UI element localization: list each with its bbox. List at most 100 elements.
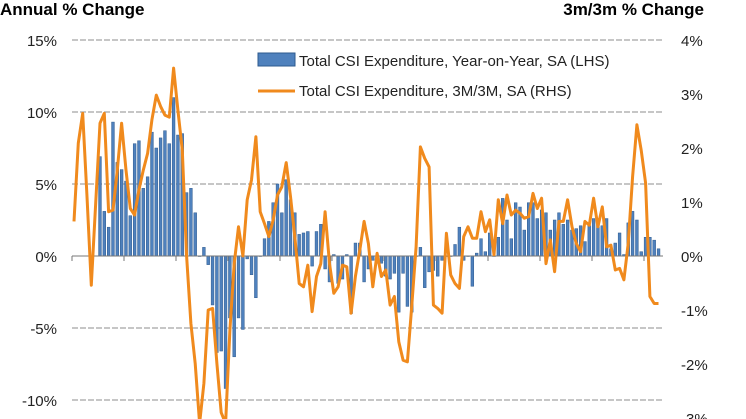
bar [397, 255, 401, 313]
bar [202, 247, 206, 257]
right-tick-label: -3% [681, 411, 708, 419]
bar [501, 198, 505, 257]
bar [613, 242, 617, 257]
bar [284, 179, 288, 257]
bar [119, 169, 124, 257]
bar [171, 97, 176, 257]
bar [132, 143, 137, 257]
right-axis: 4% 3% 2% 1% 0% -1% -2% -3% [681, 33, 708, 419]
bar [639, 251, 643, 257]
bar [388, 255, 392, 280]
legend-label-line: Total CSI Expenditure, 3M/3M, SA (RHS) [299, 83, 572, 100]
bar [531, 202, 535, 257]
bar [280, 212, 284, 257]
bar [167, 143, 171, 257]
bar [254, 255, 258, 299]
bar [436, 255, 440, 277]
bar [457, 226, 462, 257]
bar [241, 255, 245, 330]
bar [630, 211, 635, 257]
bar [128, 215, 132, 257]
bar [509, 238, 513, 257]
left-axis-title: Annual % Change [0, 0, 145, 19]
left-axis: 15% 10% 5% 0% -5% -10% [22, 33, 57, 410]
bar [483, 251, 488, 257]
bar [405, 255, 410, 307]
bar [158, 137, 163, 257]
bar [496, 237, 500, 257]
bar [561, 224, 565, 257]
bar [656, 248, 661, 257]
bar [440, 255, 444, 261]
right-tick-label: 1% [681, 195, 703, 212]
bar [306, 231, 310, 257]
bar [98, 156, 102, 257]
legend-bar-swatch [257, 52, 296, 67]
bar [102, 211, 106, 257]
bar [150, 131, 154, 257]
bar [310, 255, 314, 267]
line-series [72, 66, 659, 419]
bar [401, 255, 405, 274]
bar [323, 255, 327, 270]
bar [418, 247, 423, 257]
bar [379, 255, 384, 264]
line-path [72, 66, 659, 419]
bar [219, 255, 223, 352]
bar [591, 218, 596, 257]
bar [124, 180, 128, 257]
x-axis [71, 255, 663, 261]
bar [427, 255, 431, 273]
right-tick-label: 4% [681, 33, 703, 50]
bar [210, 255, 215, 306]
bar [189, 188, 193, 257]
bar [145, 176, 150, 257]
bar [106, 226, 111, 257]
right-tick-label: 3% [681, 87, 703, 104]
bar [522, 229, 526, 257]
legend: Total CSI Expenditure, Year-on-Year, SA … [257, 52, 609, 100]
left-tick-label: -10% [22, 393, 57, 410]
right-tick-label: -2% [681, 357, 708, 374]
bar [453, 244, 457, 257]
bar [371, 255, 375, 261]
right-tick-label: 0% [681, 249, 703, 266]
bar [479, 238, 483, 257]
bar [297, 234, 301, 257]
bar [535, 218, 539, 257]
bar [236, 255, 241, 319]
bar [154, 147, 158, 257]
left-tick-label: 10% [27, 105, 57, 122]
bar [565, 219, 570, 257]
bar [314, 231, 319, 257]
bar [587, 225, 591, 257]
bar [423, 255, 427, 288]
bar [262, 238, 267, 257]
bar [249, 255, 254, 275]
right-tick-label: 2% [681, 141, 703, 158]
right-axis-title: 3m/3m % Change [563, 0, 704, 19]
bar [617, 232, 622, 257]
bar [652, 239, 656, 257]
left-tick-label: -5% [30, 321, 57, 338]
right-tick-label: -1% [681, 303, 708, 320]
bar [301, 232, 306, 257]
bar [267, 221, 271, 257]
bar [392, 255, 397, 274]
bar [223, 255, 228, 389]
bar [193, 212, 197, 257]
bar [176, 134, 180, 257]
bar [141, 188, 145, 257]
bar [163, 130, 167, 257]
bar [206, 255, 210, 265]
left-tick-label: 5% [35, 177, 57, 194]
bar [353, 242, 358, 257]
bar [470, 255, 475, 287]
bar [583, 241, 587, 257]
bar [362, 255, 366, 283]
legend-label-bar: Total CSI Expenditure, Year-on-Year, SA … [299, 53, 609, 70]
left-tick-label: 0% [35, 249, 57, 266]
bar [505, 219, 509, 257]
